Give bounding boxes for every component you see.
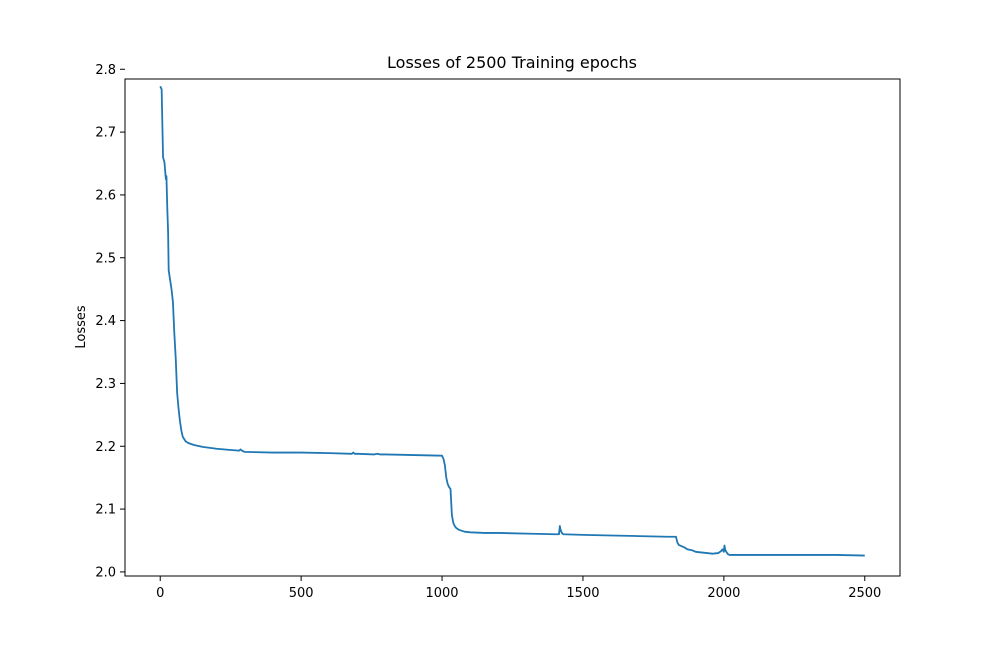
loss-series-line [159, 85, 865, 557]
x-tick-label: 0 [156, 586, 164, 601]
y-axis-ticks: 2.0 2.1 2.2 2.3 2.4 2.5 2.6 2.7 2.8 [95, 63, 125, 580]
y-tick-label: 2.5 [95, 251, 116, 266]
plot-area-frame [124, 78, 901, 577]
y-tick-label: 2.4 [95, 314, 116, 329]
y-axis-label: Losses [74, 305, 89, 349]
y-tick-label: 2.0 [95, 565, 116, 580]
series-layer [159, 85, 865, 557]
y-tick-label: 2.1 [95, 503, 116, 518]
x-tick-label: 2000 [707, 586, 740, 601]
y-tick-label: 2.7 [95, 126, 116, 141]
x-tick-label: 2500 [848, 586, 881, 601]
x-tick-label: 500 [289, 586, 314, 601]
chart-title: Losses of 2500 Training epochs [387, 53, 637, 72]
y-tick-label: 2.8 [95, 63, 116, 78]
y-tick-label: 2.2 [95, 440, 116, 455]
x-tick-label: 1000 [425, 586, 458, 601]
x-axis-ticks: 0 500 1000 1500 2000 2500 [156, 576, 881, 601]
y-tick-label: 2.6 [95, 188, 116, 203]
y-tick-label: 2.3 [95, 377, 116, 392]
x-tick-label: 1500 [566, 586, 599, 601]
